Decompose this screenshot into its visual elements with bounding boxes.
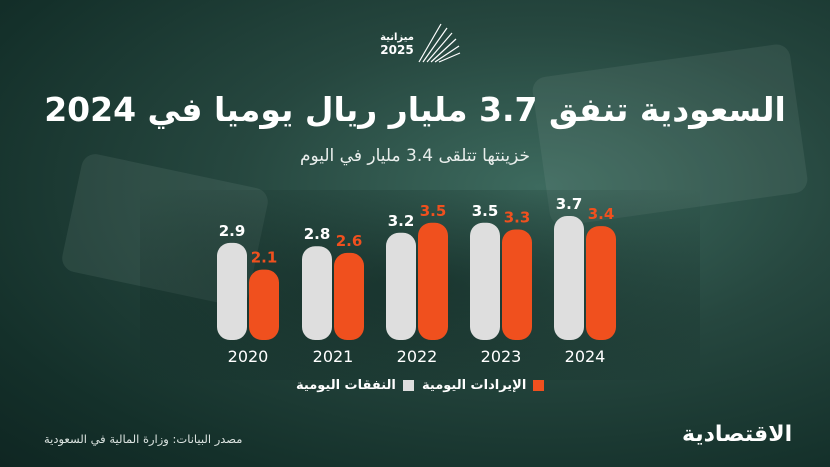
value-label-spending-2024: 3.7 — [556, 195, 583, 213]
brand-logo: الاقتصادية — [682, 422, 793, 447]
chart-subtitle: خزينتها تتلقى 3.4 مليار في اليوم — [299, 146, 531, 166]
legend-swatch-revenue — [533, 380, 545, 391]
value-label-spending-2023: 3.5 — [472, 202, 499, 220]
value-label-spending-2022: 3.2 — [388, 212, 415, 230]
legend-swatch-spending — [402, 380, 414, 391]
value-label-revenue-2021: 2.6 — [336, 232, 363, 250]
x-tick-label-2024: 2024 — [565, 347, 606, 366]
bar-spending-2021 — [302, 246, 332, 340]
chart-title: السعودية تنفق 3.7 مليار ريال يوميا في 20… — [44, 90, 786, 129]
bar-revenue-2024 — [586, 226, 616, 340]
x-tick-label-2022: 2022 — [397, 347, 438, 366]
bar-spending-2020 — [217, 242, 247, 340]
source-note: مصدر البيانات: وزارة المالية في السعودية — [44, 432, 243, 446]
x-tick-label-2023: 2023 — [481, 347, 522, 366]
value-label-spending-2021: 2.8 — [304, 225, 331, 243]
bar-revenue-2021 — [334, 252, 364, 340]
bar-spending-2024 — [554, 216, 584, 340]
bar-revenue-2020 — [249, 269, 279, 340]
bar-revenue-2023 — [502, 229, 532, 340]
value-label-revenue-2024: 3.4 — [588, 205, 615, 223]
legend-spending: النفقات اليومية — [296, 378, 414, 393]
value-label-revenue-2023: 3.3 — [504, 208, 531, 226]
bar-spending-2023 — [470, 222, 500, 340]
budget-2025-logo: ميزانية 2025 — [380, 23, 461, 63]
bar-revenue-2022 — [418, 222, 448, 340]
legend-label-revenue: الإيرادات اليومية — [422, 378, 527, 393]
x-tick-label-2020: 2020 — [228, 347, 269, 366]
x-tick-label-2021: 2021 — [313, 347, 354, 366]
value-label-revenue-2022: 3.5 — [420, 202, 447, 220]
svg-text:2025: 2025 — [380, 43, 413, 57]
legend-label-spending: النفقات اليومية — [296, 378, 396, 393]
legend-revenue: الإيرادات اليومية — [422, 378, 545, 393]
svg-text:ميزانية: ميزانية — [380, 32, 414, 43]
value-label-spending-2020: 2.9 — [219, 222, 246, 240]
bar-spending-2022 — [386, 232, 416, 340]
value-label-revenue-2020: 2.1 — [251, 249, 278, 267]
